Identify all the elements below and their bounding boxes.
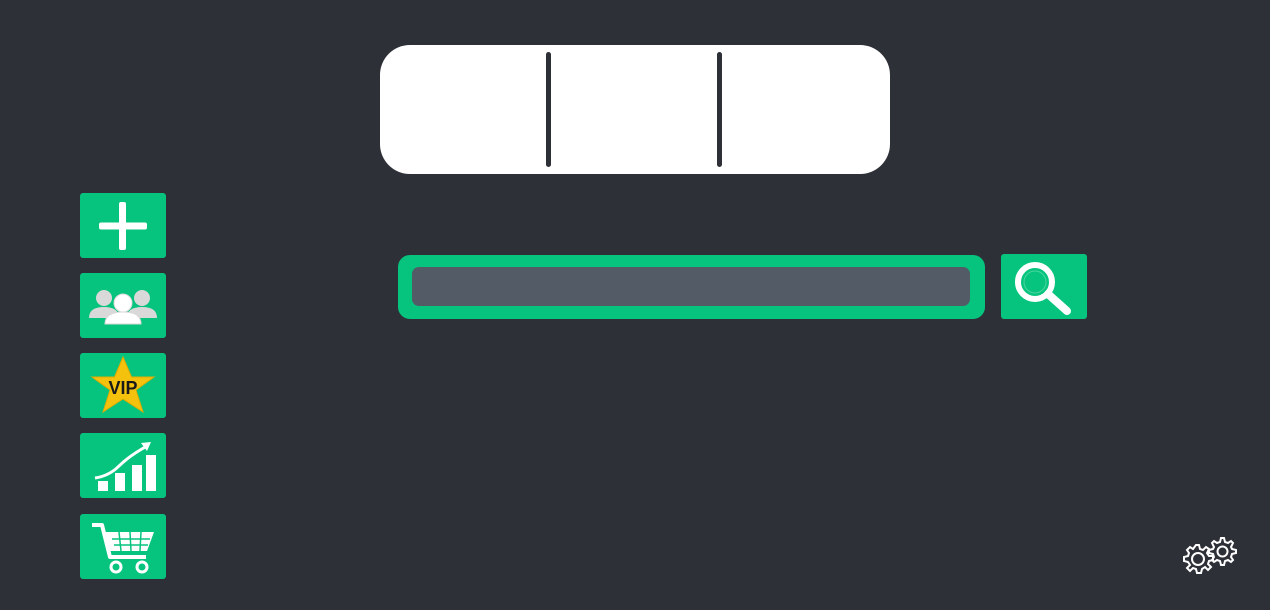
plus-icon (99, 201, 147, 250)
shopping-cart-icon (92, 522, 154, 573)
tab-divider-2 (717, 52, 722, 167)
gears-icon (1183, 537, 1237, 574)
search-icon (1015, 261, 1071, 315)
tab-1[interactable] (380, 45, 546, 174)
search-box (398, 255, 985, 319)
users-icon (89, 289, 157, 324)
users-button[interactable] (80, 273, 166, 338)
vip-badge-text: VIP (108, 378, 137, 398)
vip-star-icon: VIP (90, 355, 156, 413)
tab-2[interactable] (551, 45, 717, 174)
tab-divider-1 (546, 52, 551, 167)
vip-button[interactable]: VIP (80, 353, 166, 418)
cart-button[interactable] (80, 514, 166, 579)
growth-chart-icon (94, 441, 156, 491)
top-tab-bar (380, 45, 890, 174)
tab-3[interactable] (722, 45, 890, 174)
settings-button[interactable] (1178, 536, 1240, 580)
add-button[interactable] (80, 193, 166, 258)
growth-stats-button[interactable] (80, 433, 166, 498)
search-button[interactable] (1001, 254, 1087, 319)
search-input[interactable] (412, 267, 970, 306)
